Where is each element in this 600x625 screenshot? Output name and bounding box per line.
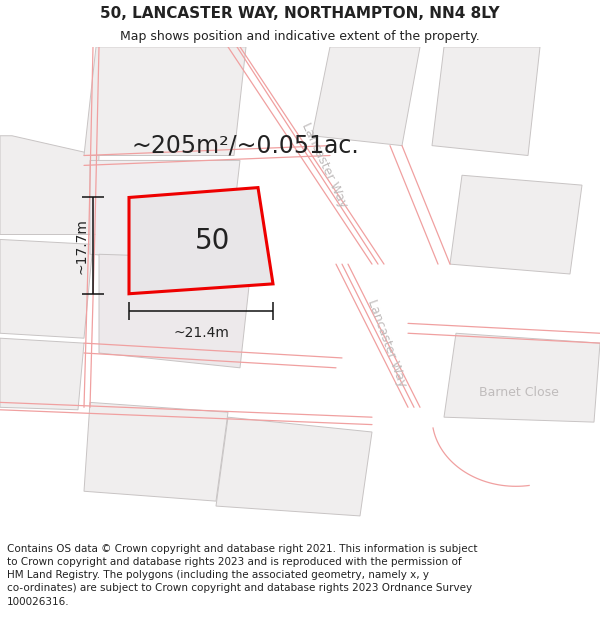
Text: ~17.7m: ~17.7m xyxy=(74,217,88,274)
Text: Contains OS data © Crown copyright and database right 2021. This information is : Contains OS data © Crown copyright and d… xyxy=(7,544,478,606)
Polygon shape xyxy=(0,136,99,234)
Polygon shape xyxy=(450,175,582,274)
Polygon shape xyxy=(90,161,240,264)
Polygon shape xyxy=(0,338,84,410)
Text: 50: 50 xyxy=(194,227,230,254)
Text: Lancaster Way: Lancaster Way xyxy=(299,121,349,210)
Polygon shape xyxy=(312,47,420,146)
Polygon shape xyxy=(432,47,540,156)
Polygon shape xyxy=(129,188,273,294)
Text: ~21.4m: ~21.4m xyxy=(173,326,229,340)
Polygon shape xyxy=(444,333,600,422)
Text: ~205m²/~0.051ac.: ~205m²/~0.051ac. xyxy=(132,134,360,158)
Text: Lancaster Way: Lancaster Way xyxy=(365,298,409,389)
Text: Barnet Close: Barnet Close xyxy=(479,386,559,399)
Polygon shape xyxy=(84,47,246,156)
Polygon shape xyxy=(216,418,372,516)
Polygon shape xyxy=(84,402,228,501)
Text: 50, LANCASTER WAY, NORTHAMPTON, NN4 8LY: 50, LANCASTER WAY, NORTHAMPTON, NN4 8LY xyxy=(100,6,500,21)
Polygon shape xyxy=(99,254,252,368)
Polygon shape xyxy=(0,239,93,338)
Text: Map shows position and indicative extent of the property.: Map shows position and indicative extent… xyxy=(120,30,480,43)
